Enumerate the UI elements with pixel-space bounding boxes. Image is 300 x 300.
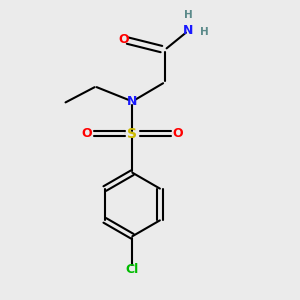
Text: N: N [127, 95, 137, 108]
Text: O: O [81, 127, 92, 140]
Text: H: H [184, 10, 193, 20]
Text: H: H [200, 27, 209, 37]
Text: Cl: Cl [126, 263, 139, 276]
Text: O: O [118, 33, 129, 46]
Text: S: S [127, 127, 137, 141]
Text: O: O [173, 127, 183, 140]
Text: N: N [183, 24, 194, 37]
